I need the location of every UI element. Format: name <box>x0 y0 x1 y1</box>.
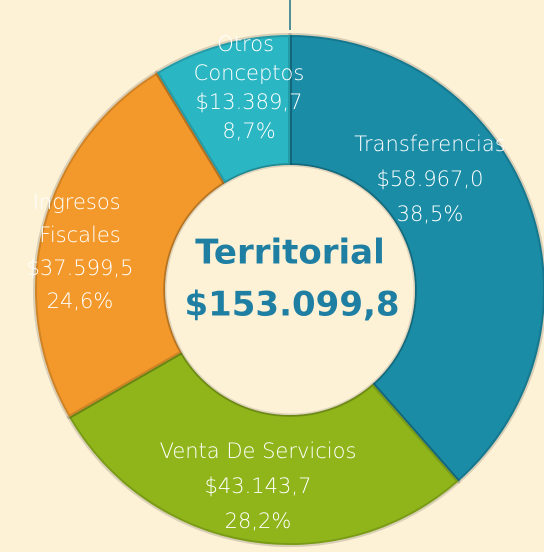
slices <box>33 33 544 547</box>
value-label: $43.143,7 <box>205 474 312 498</box>
percent-label: 28,2% <box>225 509 292 533</box>
percent-label: 24,6% <box>47 289 114 313</box>
category-label: Transferencias <box>354 132 505 156</box>
donut-hole <box>163 163 417 417</box>
category-label: Venta De Servicios <box>160 439 357 463</box>
value-label: $37.599,5 <box>27 256 134 280</box>
category-label: Otros Conceptos <box>194 32 305 85</box>
category-label: Ingresos Fiscales <box>33 190 128 247</box>
center-label: Territorial <box>195 233 385 273</box>
total-label: $153.099,8 <box>184 285 399 325</box>
value-label: $13.389,7 <box>196 90 303 114</box>
percent-label: 8,7% <box>222 119 275 143</box>
value-label: $58.967,0 <box>377 167 484 191</box>
percent-label: 38,5% <box>397 202 464 226</box>
